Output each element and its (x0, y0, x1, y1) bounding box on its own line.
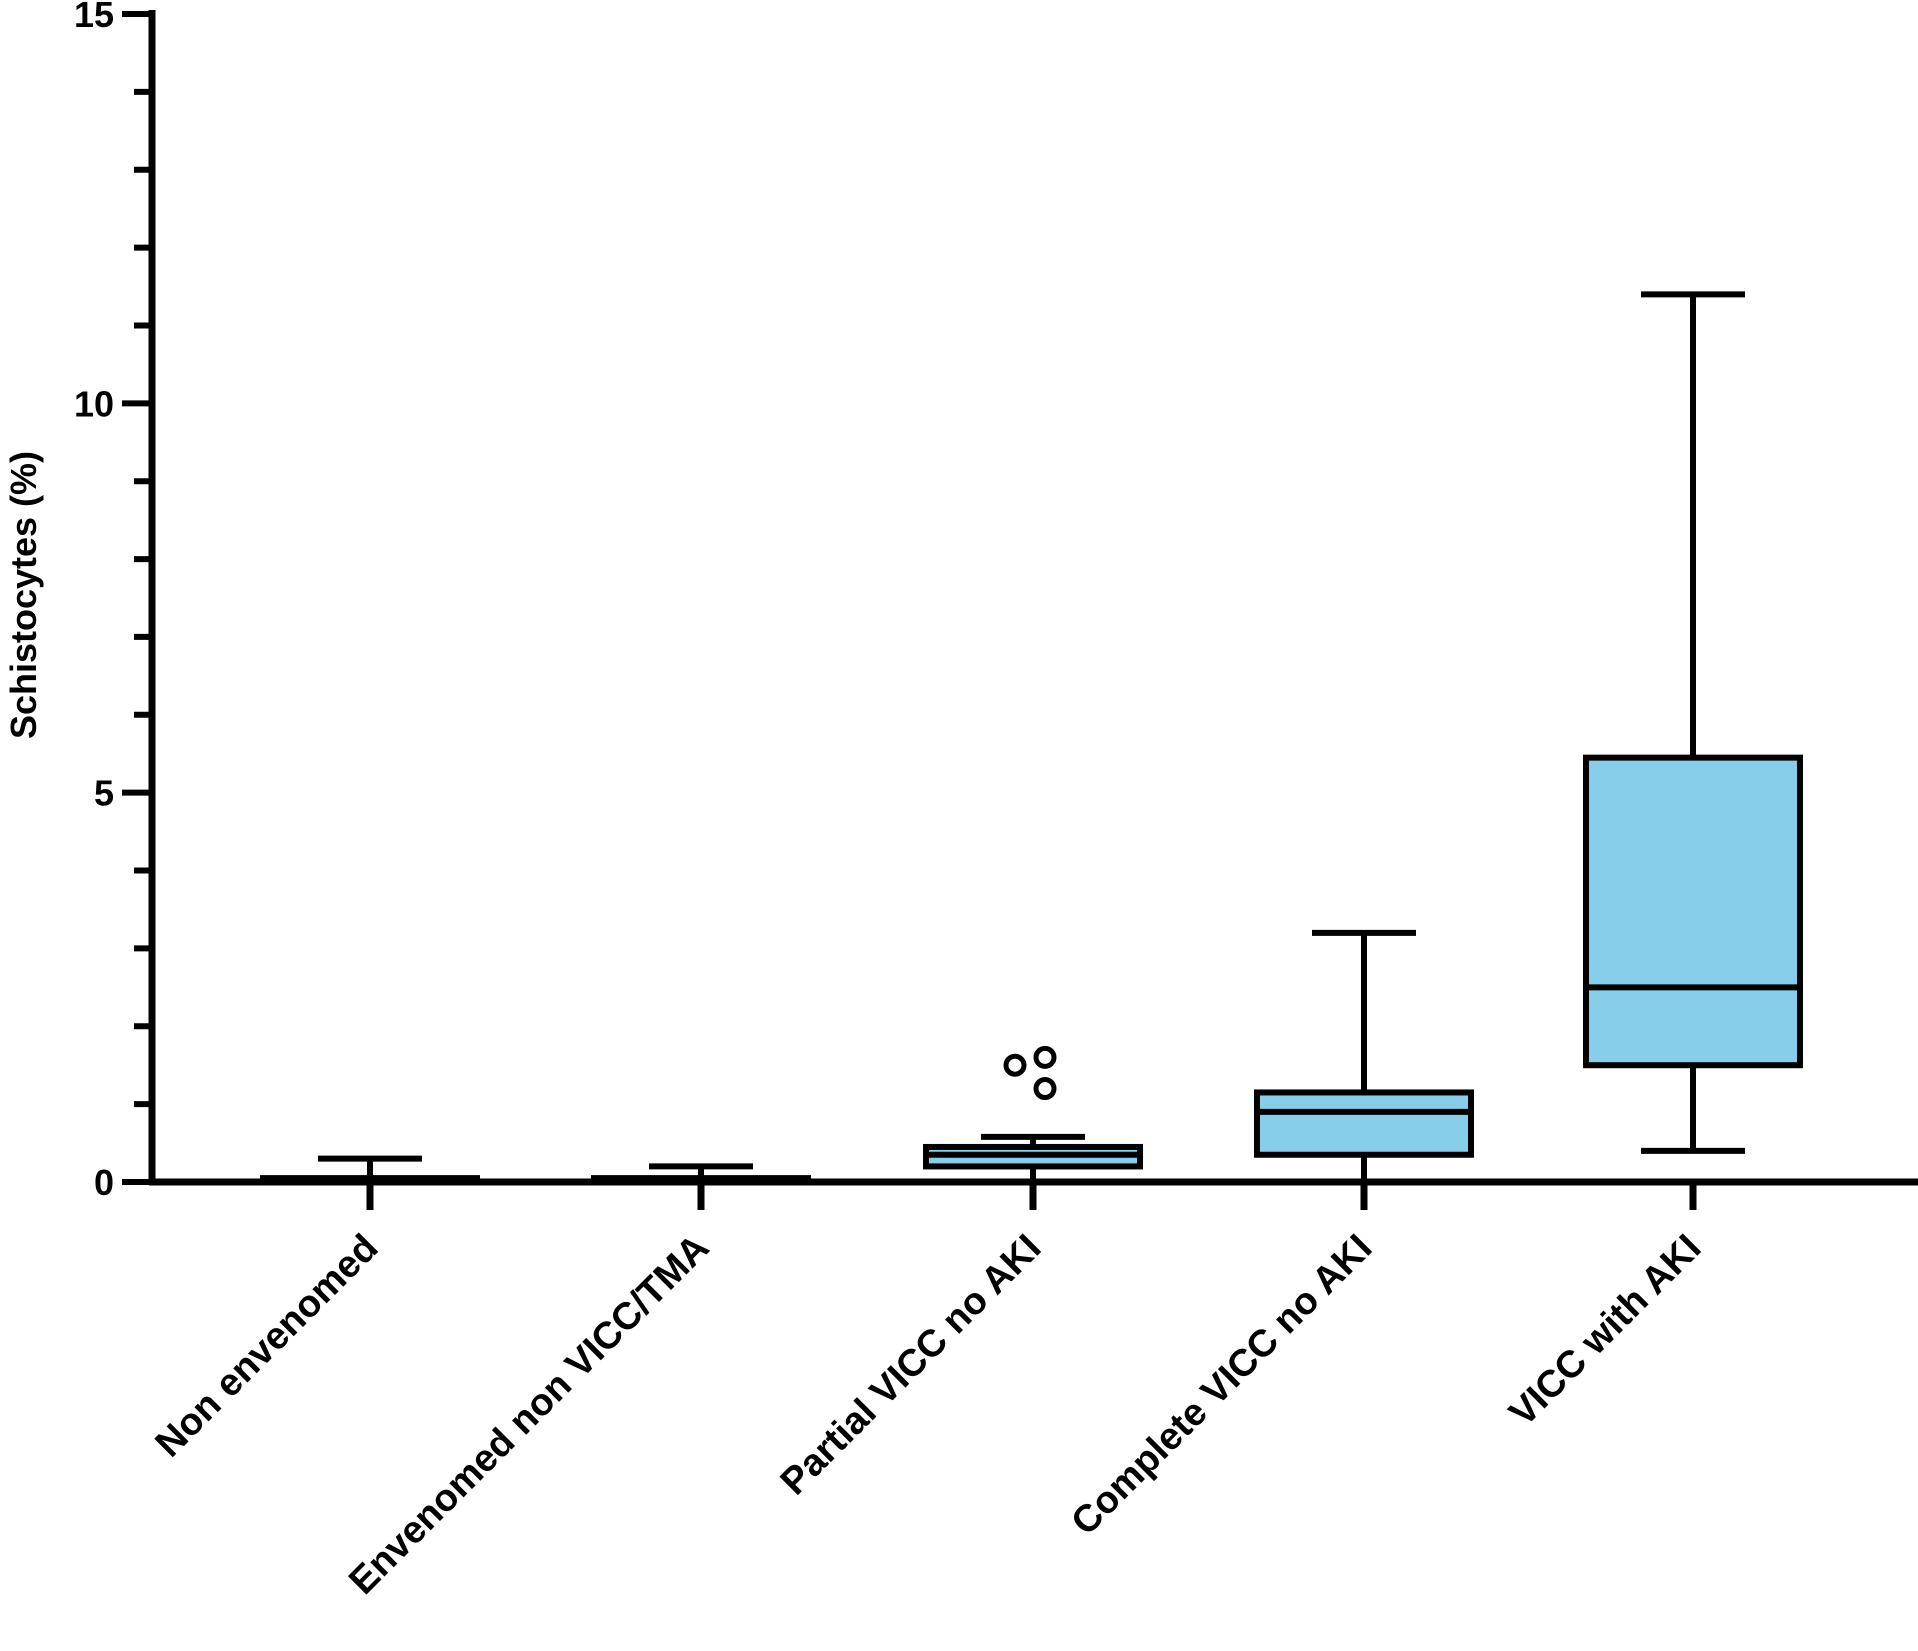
box-group (1583, 291, 1803, 1154)
y-tick-label: 10 (74, 383, 114, 424)
x-category-label: Partial VICC no AKI (773, 1227, 1050, 1504)
y-tick-label: 5 (94, 773, 114, 814)
box-iqr (1583, 754, 1803, 1069)
box-group (923, 1045, 1143, 1182)
y-tick-label: 15 (74, 0, 114, 35)
outlier-point (1003, 1053, 1027, 1077)
x-category-label: Envenomed non VICC/TMA (341, 1227, 717, 1603)
y-axis-title: Schistocytes (%) (3, 451, 44, 739)
y-tick-label: 0 (94, 1162, 114, 1203)
y-axis-ticks (122, 11, 152, 1185)
x-category-label: Non envenomed (148, 1227, 387, 1466)
box-iqr (1254, 1089, 1474, 1158)
box-group (260, 1155, 480, 1186)
box-series (260, 291, 1803, 1186)
outlier-point (1033, 1077, 1057, 1101)
axes (148, 10, 1918, 1210)
outlier-point (1033, 1045, 1057, 1069)
box-group (1254, 929, 1474, 1182)
x-category-label: Complete VICC no AKI (1064, 1227, 1381, 1544)
x-category-label: VICC with AKI (1502, 1227, 1710, 1435)
